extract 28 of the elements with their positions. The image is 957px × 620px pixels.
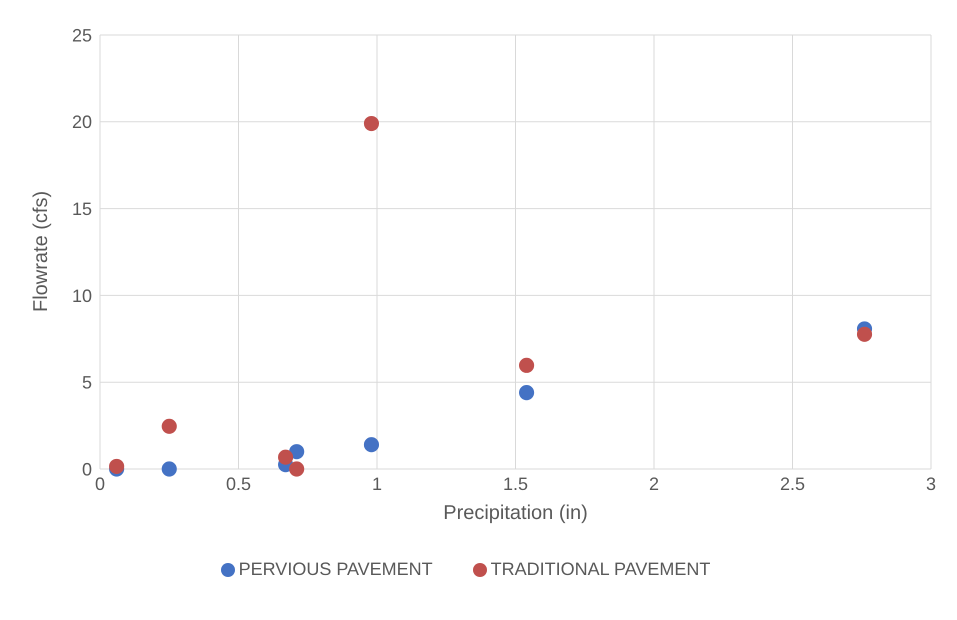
point [162,461,177,477]
point [109,458,124,474]
x-axis-title: Precipitation (in) [443,502,588,524]
y-tick-label: 25 [72,25,92,46]
x-tick-label: 1.5 [502,474,528,494]
y-axis-title: Flowrate (cfs) [30,190,52,312]
point [289,461,304,477]
point [364,116,380,132]
legend-label: PERVIOUS PAVEMENT [238,559,433,579]
point [364,437,380,452]
x-tick-label: 2 [648,474,660,494]
point [278,450,294,465]
point [856,326,872,342]
x-tick-label: 0.5 [226,474,252,494]
y-tick-label: 0 [82,459,92,480]
y-tick-label: 20 [72,112,92,132]
point [519,358,534,373]
point [519,385,534,400]
x-tick-label: 2.5 [780,474,806,494]
point [162,418,177,434]
x-tick-label: 1 [372,474,382,494]
y-tick-label: 15 [72,198,92,219]
y-tick-label: 5 [82,372,92,393]
x-tick-label: 0 [94,474,106,494]
y-tick-label: 10 [72,286,92,306]
x-tick-label: 3 [926,474,936,494]
point [289,444,304,460]
legend-label: TRADITIONAL PAVEMENT [490,559,710,579]
